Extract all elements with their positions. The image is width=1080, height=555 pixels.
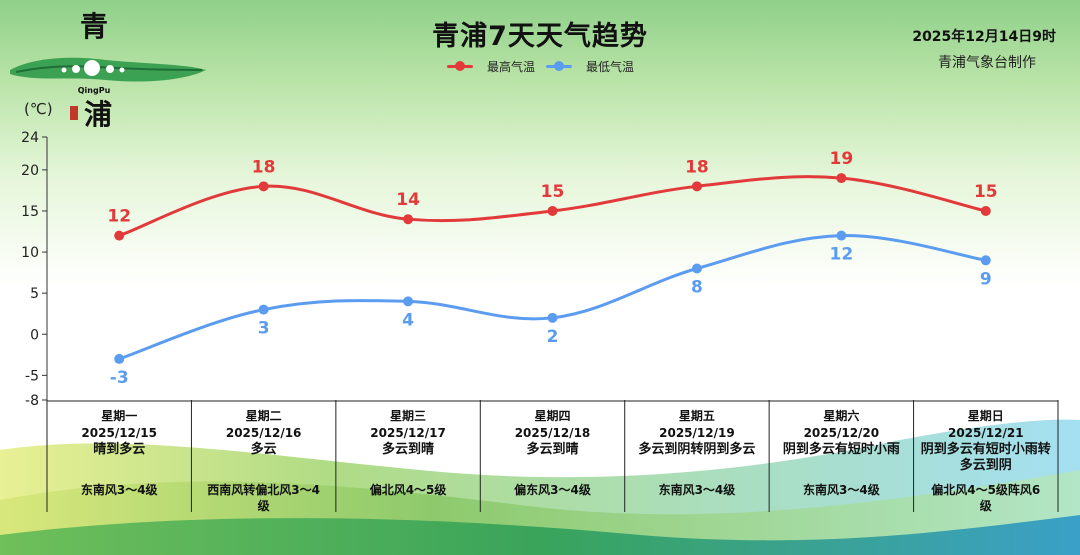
day-weekday: 星期二 [245,409,282,423]
day-column: 星期二 2025/12/16 多云西南风转偏北风3～4级 [191,402,335,513]
point-low [258,304,269,315]
day-date: 2025/12/15 [81,426,157,440]
point-high [258,181,269,192]
label-high: 14 [396,190,420,210]
day-weekday: 星期日 [967,409,1004,423]
label-high: 18 [252,157,276,177]
day-wind: 西南风转偏北风3～4级 [207,483,320,513]
label-high: 15 [541,182,565,202]
point-high [114,230,125,241]
day-wind: 东南风3～4级 [80,483,158,497]
label-low: 4 [402,310,414,330]
data-labels: 12 18 14 15 18 19 15 -3 3 4 2 8 12 9 [107,149,997,388]
day-date: 2025/12/21 [947,426,1024,440]
day-column: 星期三 2025/12/17 多云到晴偏北风4～5级 [336,402,480,512]
label-low: 8 [691,278,703,298]
day-wind: 偏北风4～5级阵风6级 [931,483,1041,513]
y-tick-label: 10 [21,245,39,261]
day-weekday: 星期四 [534,409,571,423]
logo-seal [70,106,78,120]
day-grid [46,400,1059,512]
y-tick-label: 5 [30,286,39,302]
day-date: 2025/12/20 [803,426,880,440]
day-weekday: 星期五 [678,409,715,423]
logo-romanized: QingPu [78,86,111,95]
y-axis-unit: (℃) [24,100,53,118]
y-tick-label: 24 [21,130,39,146]
day-wind: 东南风3～4级 [658,483,736,497]
point-high [836,173,847,184]
day-weather: 阴到多云有短时小雨 [782,442,900,457]
day-weather: 多云到阴转阴到多云 [638,442,756,457]
label-low: 12 [830,245,854,265]
day-column: 星期五 2025/12/19 多云到阴转阴到多云 东南风3～4级 [625,402,769,512]
point-high [691,181,702,192]
day-column: 星期一 2025/12/15 晴到多云东南风3～4级 [47,402,191,512]
day-weekday: 星期一 [101,409,138,423]
point-low [403,296,414,307]
day-weather: 阴到多云有短时小雨转多云到阴 [920,442,1051,473]
y-tick-label: 15 [21,204,39,220]
day-weather: 多云到晴 [526,442,579,457]
day-wind: 偏北风4～5级 [369,483,447,497]
label-low: 9 [980,269,992,289]
label-low: -3 [110,368,129,388]
day-column: 星期四 2025/12/18 多云到晴偏东风3～4级 [480,402,624,512]
point-high [547,205,558,216]
label-high: 18 [685,157,709,177]
day-wind: 东南风3～4级 [803,483,880,497]
y-tick-label: -8 [25,393,39,409]
day-weather: 晴到多云 [93,442,146,457]
y-tick-label: 20 [21,163,39,179]
y-tick-label: 0 [30,327,39,343]
legend-high-label: 最高气温 [487,60,536,74]
label-high: 12 [107,207,131,227]
point-low [980,255,991,266]
day-wind: 偏东风3～4级 [514,483,591,497]
logo-char-bottom: 浦 [84,98,112,131]
day-weather: 多云到晴 [382,442,435,457]
label-high: 15 [974,182,998,202]
issuer: 青浦气象台制作 [938,55,1036,71]
data-points [114,173,991,364]
logo-char-top: 青 [80,10,108,43]
day-date: 2025/12/18 [514,426,591,440]
label-low: 2 [547,327,559,347]
point-low [691,263,702,274]
qingpu-logo: 青 QingPu 浦 [10,10,206,131]
day-date: 2025/12/16 [225,426,302,440]
y-axis-ticks: -8 -5 0 5 10 15 20 24 [21,130,47,409]
label-low: 3 [258,319,270,339]
y-tick-label: -5 [25,368,39,384]
point-low [114,353,125,364]
chart-title: 青浦7天天气趋势 [432,21,648,52]
day-weekday: 星期三 [390,409,427,423]
point-high [980,205,991,216]
point-low [547,312,558,323]
day-date: 2025/12/17 [370,426,446,440]
point-low [836,230,847,241]
point-high [403,214,414,225]
day-date: 2025/12/19 [659,426,735,440]
label-high: 19 [830,149,854,169]
day-column: 星期六 2025/12/20 阴到多云有短时小雨 东南风3～4级 [769,402,913,512]
day-weekday: 星期六 [823,409,860,423]
day-column: 星期日 2025/12/21 阴到多云有短时小雨转多云到阴 偏北风4～5级阵风6级 [914,402,1058,513]
day-weather: 多云 [250,442,277,457]
issue-date: 2025年12月14日9时 [912,29,1056,45]
legend-low-label: 最低气温 [586,60,635,74]
